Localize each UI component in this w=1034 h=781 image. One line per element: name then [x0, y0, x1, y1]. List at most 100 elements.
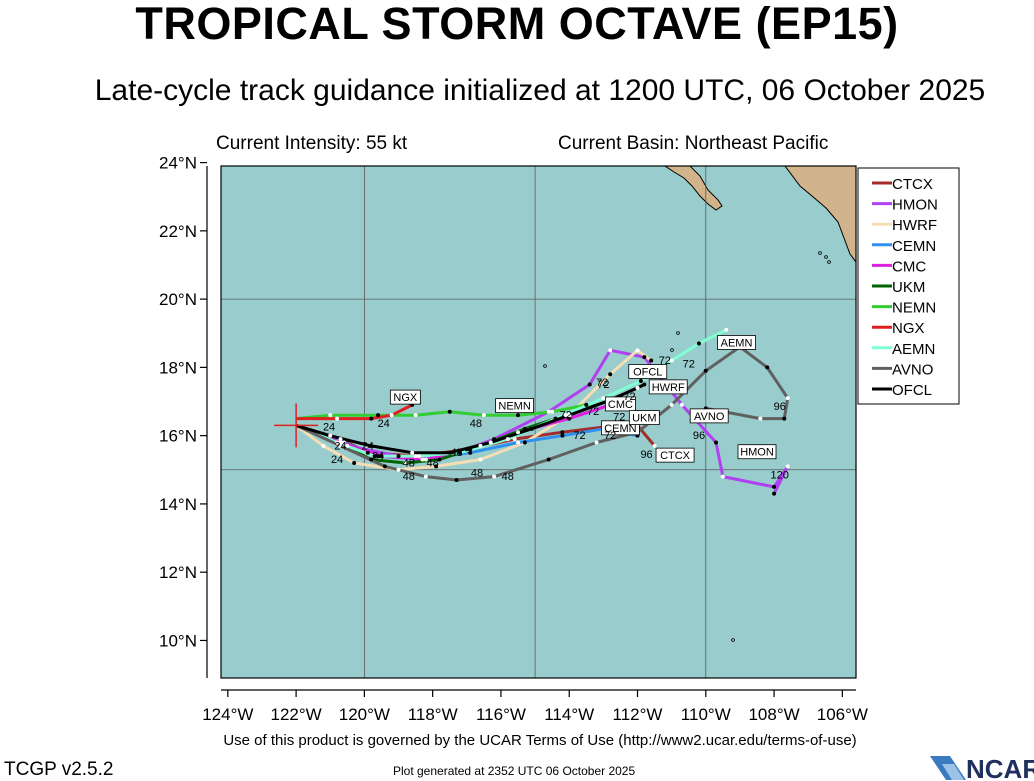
track-point-ofcl: [369, 443, 374, 448]
page-subtitle: Late-cycle track guidance initialized at…: [94, 74, 986, 107]
legend-label-cemn: CEMN: [892, 238, 936, 255]
plot-border: [220, 165, 857, 679]
ncar-logo: NCAR: [930, 754, 1034, 780]
track-point-hmon: [608, 348, 613, 353]
axes: 10°N 12°N 14°N 16°N 18°N 20°N 22°N 24°N 124°W 122…: [159, 154, 868, 724]
tau-label: 72: [604, 430, 616, 442]
track-point-nemn: [376, 413, 381, 418]
x-tick-label: 118°W: [408, 705, 458, 724]
y-tick-label: 22°N: [159, 222, 197, 241]
legend-label-ctcx: CTCX: [892, 176, 933, 193]
track-point-cmc: [468, 447, 473, 452]
model-box-nemn: [495, 398, 535, 414]
track-point-cmc: [423, 457, 428, 462]
track-point-aemn: [335, 440, 340, 445]
legend-label-ofcl: OFCL: [892, 382, 932, 399]
track-point-ctcx: [512, 437, 517, 442]
track-point-hmon: [587, 382, 592, 387]
tau-label: 48: [427, 457, 439, 469]
track-point-avno: [382, 464, 387, 469]
island-marker: [731, 638, 735, 642]
track-point-hmon: [642, 355, 647, 360]
tau-label: 24: [362, 440, 374, 452]
island-marker: [676, 331, 680, 335]
tau-label: 48: [403, 471, 415, 483]
island-marker: [543, 364, 547, 368]
track-point-ukm: [369, 457, 374, 462]
x-tick-label: 124°W: [202, 705, 253, 724]
track-point-hwrf: [352, 460, 357, 465]
mainland-shape: [784, 166, 856, 263]
track-point-aemn: [724, 327, 729, 332]
y-tick-label: 24°N: [159, 154, 197, 173]
legend-label-avno: AVNO: [892, 361, 933, 378]
tau-label-nemn: 48: [470, 418, 482, 430]
tau-label-ofcl: 72: [623, 391, 635, 403]
x-tick-label: 110°W: [681, 705, 731, 724]
tau-label: 48: [403, 457, 415, 469]
track-point-ukm: [403, 460, 408, 465]
track-point-ofcl: [635, 385, 640, 390]
track-point-ctcx: [417, 454, 422, 459]
track-point-nemn: [584, 402, 589, 407]
track-point-aemn: [638, 379, 643, 384]
model-box-ctcx: [655, 447, 695, 463]
track-point-ctcx: [464, 447, 469, 452]
grid-lines: [220, 165, 857, 679]
tau-label: 24: [334, 440, 346, 452]
track-point-aemn: [601, 396, 606, 401]
tau-label-hwrf: 72: [596, 377, 608, 389]
model-box-label-ngx: NGX: [393, 392, 418, 404]
track-point-aemn: [669, 358, 674, 363]
tau-label: 48: [502, 471, 514, 483]
storm-position-marker: [274, 403, 319, 448]
island-marker: [818, 251, 822, 255]
track-point-ngx: [389, 413, 394, 418]
track-point-hwrf: [434, 464, 439, 469]
model-box-label-hmon: HMON: [740, 447, 774, 459]
track-point-hwrf: [635, 348, 640, 353]
legend-label-hmon: HMON: [892, 197, 938, 214]
ocean-area: [221, 166, 856, 678]
track-point-hmon: [772, 484, 777, 489]
model-box-label-avno: AVNO: [694, 411, 725, 423]
x-tick-label: 120°W: [339, 705, 390, 724]
track-point-avno: [758, 416, 763, 421]
track-point-cemn: [420, 457, 425, 462]
y-tick-label: 14°N: [159, 495, 197, 514]
model-box-label-ctcx: CTCX: [660, 450, 691, 462]
tau-label: 72: [573, 430, 585, 442]
model-box-hmon: [737, 444, 777, 460]
legend-label-aemn: AEMN: [892, 341, 935, 358]
y-tick-label: 16°N: [159, 427, 197, 446]
ncar-logo-text: NCAR: [966, 754, 1034, 780]
track-point-aemn: [696, 341, 701, 346]
track-point-hwrf: [522, 440, 527, 445]
model-box-label-cemn: CEMN: [604, 423, 636, 435]
model-box-aemn: [717, 335, 756, 350]
track-point-hmon: [546, 409, 551, 414]
tau-label: 72: [659, 355, 671, 367]
model-box-cmc: [605, 396, 636, 412]
tau-label: 72: [587, 406, 599, 418]
track-point-hmon: [679, 402, 684, 407]
land-masses: [543, 166, 856, 642]
tau-label: 72: [597, 379, 609, 391]
track-point-avno: [703, 368, 708, 373]
track-point-ctcx: [338, 437, 343, 442]
tau-label: 48: [471, 468, 483, 480]
track-point-nemn: [328, 413, 333, 418]
track-point-hwrf: [396, 467, 401, 472]
model-box-label-cmc: CMC: [608, 399, 633, 411]
x-tick-label: 112°W: [613, 705, 663, 724]
model-box-ofcl: [628, 364, 668, 379]
tau-label: 72: [683, 358, 695, 370]
track-point-ofcl: [642, 382, 647, 387]
track-point-hmon: [345, 443, 350, 448]
model-box-ukm: [628, 410, 660, 425]
tau-label: 24: [331, 454, 343, 466]
model-box-label-hwrf: HWRF: [652, 382, 685, 394]
track-point-ofcl: [328, 433, 333, 438]
x-tick-label: 108°W: [748, 705, 799, 724]
legend-label-hwrf: HWRF: [892, 217, 937, 234]
